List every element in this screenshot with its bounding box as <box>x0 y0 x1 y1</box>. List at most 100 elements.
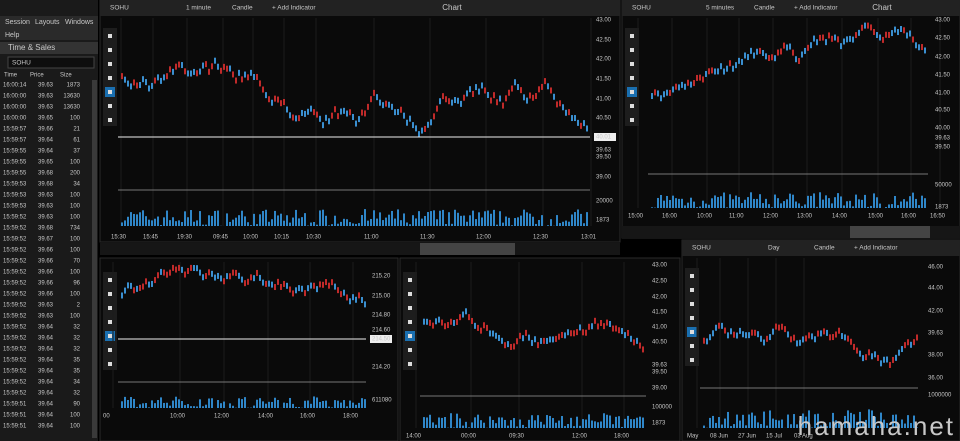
x-tick-label: 12:00 <box>763 214 779 220</box>
interval[interactable]: 5 minutes <box>706 5 735 12</box>
volume-bar <box>745 425 747 428</box>
tool-icon <box>690 288 694 292</box>
volume-bar <box>181 222 183 226</box>
volume-bar <box>771 207 773 208</box>
tool-icon <box>630 62 634 66</box>
chart-style[interactable]: Candle <box>754 5 775 12</box>
trade-time: 15:59:52 <box>3 336 27 342</box>
chart-style[interactable]: Candle <box>232 5 253 12</box>
trade-price: 39.68 <box>38 171 54 177</box>
volume-bar <box>730 426 732 428</box>
trade-size: 35 <box>73 358 80 364</box>
volume-bar <box>612 424 614 428</box>
volume-bar <box>876 197 878 208</box>
volume-bar <box>160 225 162 226</box>
y-tick-label: 41.50 <box>596 77 612 83</box>
volume-bar <box>511 225 513 226</box>
trade-price: 39.63 <box>38 94 54 100</box>
volume-bar <box>295 406 297 408</box>
volume-bar <box>660 194 662 208</box>
volume-bar <box>301 217 303 226</box>
volume-bar <box>837 193 839 208</box>
volume-bar <box>160 397 162 408</box>
volume-bar <box>636 417 638 428</box>
x-tick-label: 10:00 <box>170 414 186 420</box>
menu-item[interactable]: Layouts <box>35 19 60 26</box>
volume-bar <box>549 415 551 428</box>
volume-bar <box>379 212 381 226</box>
volume-bar <box>529 213 531 226</box>
volume-bar <box>597 422 599 428</box>
symbol-input[interactable] <box>7 56 95 69</box>
volume-bar <box>166 402 168 408</box>
menu-item[interactable]: Windows <box>65 19 94 26</box>
menu-item[interactable]: Session <box>5 19 30 26</box>
volume-bar <box>448 212 450 226</box>
trade-price: 39.64 <box>38 149 54 155</box>
interval[interactable]: 1 minute <box>186 5 211 12</box>
volume-bar <box>517 217 519 226</box>
volume-bar <box>669 200 671 208</box>
tool-icon <box>408 348 412 352</box>
volume-bar <box>924 198 926 208</box>
y-tick-label: 38.00 <box>928 353 944 359</box>
trade-price: 39.64 <box>38 347 54 353</box>
interval[interactable]: Day <box>768 245 780 252</box>
volume-bar <box>205 404 207 408</box>
volume-bar <box>310 403 312 408</box>
volume-bar <box>849 200 851 208</box>
watermark: hamaha.net <box>798 411 955 441</box>
volume-bar <box>352 223 354 226</box>
volume-bar <box>793 414 795 428</box>
volume-bar <box>820 425 822 428</box>
volume-bar <box>588 414 590 428</box>
volume-bar <box>367 220 369 226</box>
add-indicator[interactable]: + Add Indicator <box>272 5 316 12</box>
trade-size: 37 <box>73 149 80 155</box>
volume-bar <box>127 216 129 226</box>
volume-bar <box>471 422 473 428</box>
trade-time: 16:00:00 <box>3 94 27 100</box>
volume-bar <box>748 414 750 428</box>
volume-bar <box>642 417 644 428</box>
volume-bar <box>774 194 776 208</box>
volume-bar <box>571 214 573 226</box>
volume-bar <box>229 403 231 408</box>
y-tick-label: 214.50 <box>372 337 391 343</box>
volume-bar <box>666 195 668 208</box>
add-indicator[interactable]: + Add Indicator <box>794 5 838 12</box>
volume-bar <box>714 195 716 208</box>
volume-bar <box>787 414 789 428</box>
chart-style[interactable]: Candle <box>814 245 835 252</box>
tool-icon <box>108 34 112 38</box>
trade-time: 15:59:51 <box>3 402 27 408</box>
trade-time: 15:59:55 <box>3 171 27 177</box>
trade-price: 39.67 <box>38 237 54 243</box>
y-tick-label: 215.00 <box>372 294 391 300</box>
x-tick-label: 15:45 <box>143 235 159 241</box>
volume-bar <box>199 399 201 408</box>
volume-bar <box>169 220 171 226</box>
volume-bar <box>813 193 815 208</box>
volume-bar <box>900 201 902 208</box>
volume-bar <box>495 423 497 428</box>
volume-bar <box>157 400 159 408</box>
volume-bar <box>817 413 819 428</box>
volume-bar <box>217 400 219 408</box>
menu-item[interactable]: Help <box>5 32 20 39</box>
add-indicator[interactable]: + Add Indicator <box>854 245 898 252</box>
x-tick-label: 14:00 <box>406 434 422 440</box>
trade-price: 39.63 <box>38 204 54 210</box>
tool-icon <box>108 118 112 122</box>
y-tick-label: 43.00 <box>935 18 951 24</box>
price-marker <box>594 133 616 141</box>
trade-price: 39.68 <box>38 226 54 232</box>
x-tick-label: 11:00 <box>364 235 379 241</box>
volume-bar <box>921 195 923 208</box>
volume-bar <box>337 400 339 408</box>
y-tick-label: 50000 <box>935 183 952 189</box>
volume-bar <box>915 198 917 208</box>
volume-bar <box>289 222 291 226</box>
trade-time: 15:59:53 <box>3 182 27 188</box>
y-tick-label: 20000 <box>596 199 613 205</box>
